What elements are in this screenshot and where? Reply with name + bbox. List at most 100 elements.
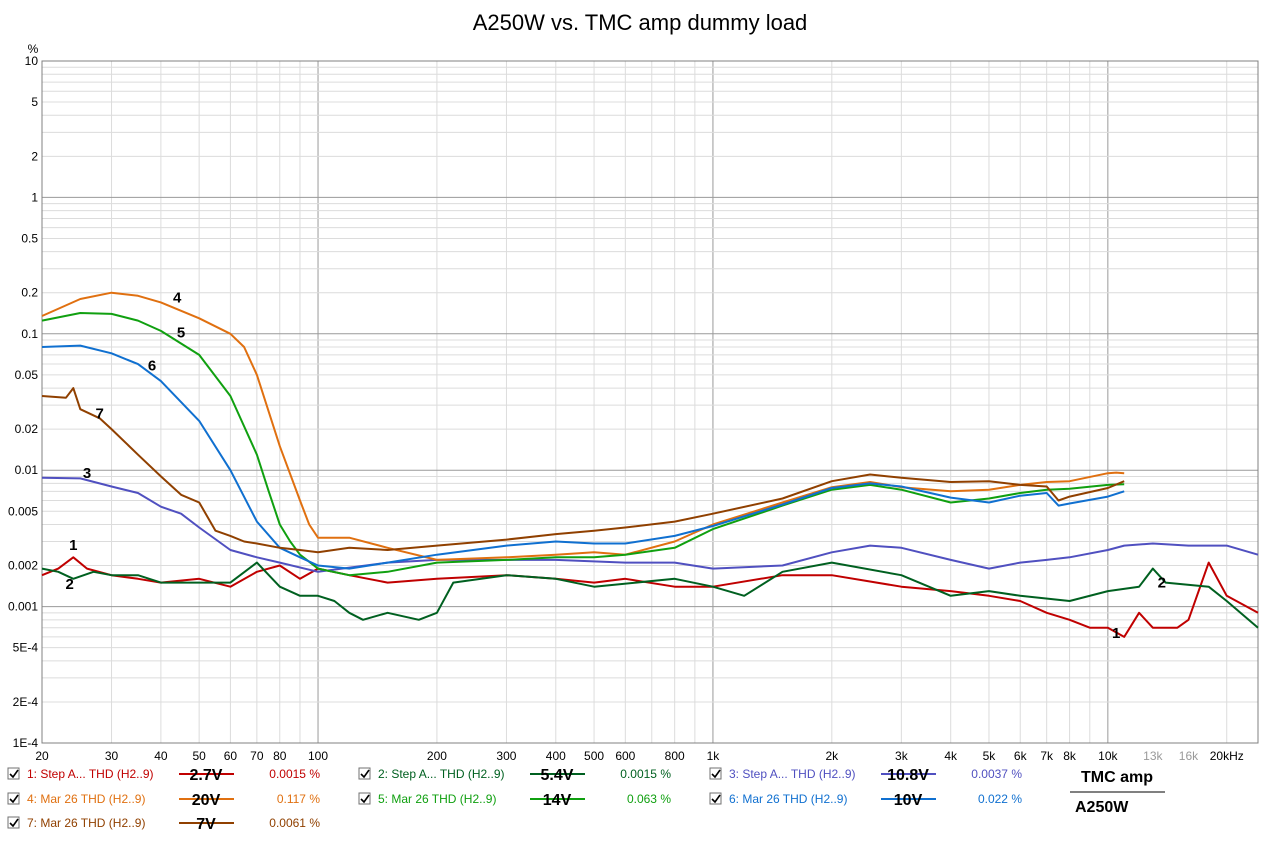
x-tick-label: 3k [895, 749, 909, 763]
x-tick-label: 8k [1063, 749, 1077, 763]
legend-entry-5: 5: Mar 26 THD (H2..9) 14V 0.063 % [358, 792, 671, 809]
x-tick-label: 100 [308, 749, 328, 763]
legend-label: 2: Step A... THD (H2..9) [378, 767, 505, 781]
y-tick-label: 0.1 [21, 327, 38, 341]
legend-label: 4: Mar 26 THD (H2..9) [27, 792, 145, 806]
x-tick-label: 60 [224, 749, 238, 763]
series-line-6 [41, 344, 1125, 570]
x-tick-label: 7k [1040, 749, 1054, 763]
legend-value: 0.117 % [277, 792, 320, 806]
curve-label: 3 [83, 465, 91, 482]
curve-label: 2 [65, 576, 73, 593]
y-tick-label: 2E-4 [13, 695, 39, 709]
y-tick-label: 10 [25, 54, 39, 68]
legend-checkbox [358, 792, 371, 805]
check-icon [9, 794, 19, 804]
legend-label: 1: Step A... THD (H2..9) [27, 767, 154, 781]
x-tick-label: 4k [944, 749, 958, 763]
x-tick-label: 50 [192, 749, 206, 763]
check-icon [360, 769, 370, 779]
legend-value: 0.022 % [978, 792, 1022, 806]
series-line-4 [41, 291, 1125, 561]
grid [42, 61, 1258, 743]
legend-label: 7: Mar 26 THD (H2..9) [27, 816, 145, 830]
x-tick-label: 80 [273, 749, 287, 763]
check-icon [711, 769, 721, 779]
legend-value: 0.0061 % [269, 816, 320, 830]
legend-value: 0.0015 % [620, 767, 671, 781]
x-tick-label: 20kHz [1210, 749, 1244, 763]
legend-entry-4: 4: Mar 26 THD (H2..9) 20V 0.117 % [7, 792, 320, 809]
legend: 1: Step A... THD (H2..9) 2.7V 0.0015 % 2: S… [7, 767, 1165, 833]
series-layer [41, 291, 1259, 638]
series-line-1 [41, 556, 1259, 638]
y-tick-label: 0.02 [15, 422, 39, 436]
curve-label: 4 [173, 289, 182, 306]
x-tick-label: 20 [35, 749, 49, 763]
x-tick-label: 13k [1143, 749, 1163, 763]
x-tick-label: 16k [1179, 749, 1199, 763]
legend-swatch-label: 10.8V [887, 767, 929, 784]
x-tick-label: 5k [983, 749, 997, 763]
legend-value: 0.063 % [627, 792, 671, 806]
check-icon [711, 794, 721, 804]
x-tick-label: 30 [105, 749, 119, 763]
legend-swatch-label: 14V [543, 792, 572, 809]
x-tick-label: 40 [154, 749, 168, 763]
x-tick-label: 70 [250, 749, 264, 763]
legend-checkbox [709, 767, 722, 780]
x-axis-ticks: 20 30 40 50 60 70 80 100 200 300 400 500 600 800 1k 2k 3… [35, 749, 1243, 763]
series-line-3 [41, 476, 1259, 573]
series-line-5 [41, 312, 1125, 577]
series-line-2 [41, 561, 1259, 629]
x-tick-label: 6k [1014, 749, 1028, 763]
legend-value: 0.0015 % [269, 767, 320, 781]
check-icon [360, 794, 370, 804]
y-axis-ticks: 10 5 2 1 0.5 0.2 0.1 0.05 0.02 0.01 0.005 0.002 0.00… [8, 54, 38, 750]
legend-entry-6: 6: Mar 26 THD (H2..9) 10V 0.022 % [709, 792, 1022, 809]
curve-label: 2 [1158, 575, 1166, 592]
y-tick-label: 0.01 [15, 463, 39, 477]
legend-value: 0.0037 % [971, 767, 1022, 781]
y-tick-label: 0.001 [8, 600, 38, 614]
legend-entry-7: 7: Mar 26 THD (H2..9) 7V 0.0061 % [7, 816, 320, 833]
series-line-7 [41, 387, 1125, 554]
x-tick-label: 10k [1098, 749, 1118, 763]
x-tick-label: 2k [825, 749, 839, 763]
y-unit-label: % [28, 42, 39, 56]
y-tick-label: 0.005 [8, 504, 38, 518]
y-tick-label: 0.05 [15, 368, 39, 382]
legend-swatch-label: 20V [192, 792, 221, 809]
y-tick-label: 5 [31, 95, 38, 109]
check-icon [9, 818, 19, 828]
check-icon [9, 769, 19, 779]
y-tick-label: 1 [31, 190, 38, 204]
y-tick-label: 2 [31, 149, 38, 163]
legend-entry-3: 3: Step A... THD (H2..9) 10.8V 0.0037 % [709, 767, 1022, 784]
y-tick-label: 1E-4 [13, 736, 39, 750]
legend-entry-1: 1: Step A... THD (H2..9) 2.7V 0.0015 % [7, 767, 320, 784]
plot-frame [41, 60, 1259, 744]
legend-swatch-label: 2.7V [190, 767, 223, 784]
legend-swatch-label: 5.4V [541, 767, 574, 784]
curve-labels: 1 2 3 4 5 6 7 1 2 [65, 289, 1166, 641]
legend-checkbox [358, 767, 371, 780]
legend-label: 5: Mar 26 THD (H2..9) [378, 792, 496, 806]
x-tick-label: 400 [546, 749, 566, 763]
legend-checkbox [709, 792, 722, 805]
x-tick-label: 1k [707, 749, 721, 763]
curve-label: 1 [1112, 625, 1120, 642]
legend-swatch-label: 7V [196, 816, 216, 833]
chart-title: A250W vs. TMC amp dummy load [473, 10, 808, 35]
legend-checkbox [7, 767, 20, 780]
x-tick-label: 300 [496, 749, 516, 763]
y-tick-label: 5E-4 [13, 641, 39, 655]
legend-checkbox [7, 792, 20, 805]
curve-label: 7 [96, 405, 104, 422]
legend-swatch-label: 10V [894, 792, 923, 809]
legend-label: 6: Mar 26 THD (H2..9) [729, 792, 847, 806]
y-tick-label: 0.002 [8, 559, 38, 573]
x-tick-label: 600 [615, 749, 635, 763]
legend-group-label: TMC amp [1081, 769, 1153, 786]
